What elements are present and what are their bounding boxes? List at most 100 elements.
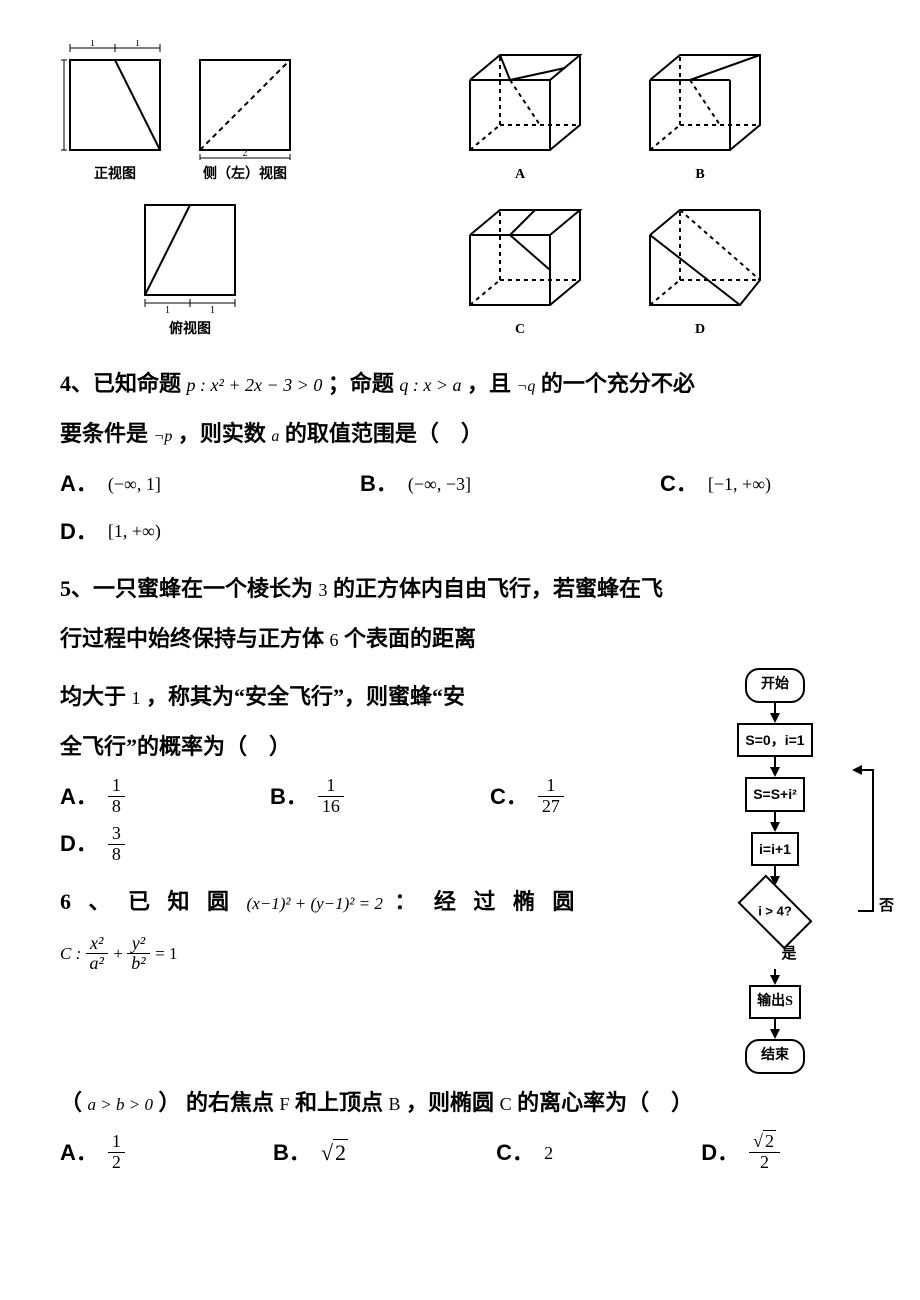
choice-tag: B． bbox=[360, 463, 398, 505]
front-view-svg: 1 1 2 bbox=[60, 40, 170, 160]
side-view: 2 侧（左）视图 bbox=[190, 40, 300, 189]
frac-d: 8 bbox=[108, 845, 125, 865]
q6-paren: （ bbox=[60, 1090, 82, 1115]
frac-d: a² bbox=[86, 954, 108, 974]
choice-sqrt: 2 bbox=[321, 1132, 348, 1174]
dim-label: 1 bbox=[135, 40, 140, 49]
choice-D: D． 2 2 bbox=[701, 1132, 780, 1174]
q6-line1: 6 、 已 知 圆 (x−1)² + (y−1)² = 2 ： 经 过 椭 圆 bbox=[60, 881, 674, 923]
choice-tag: A． bbox=[60, 776, 98, 818]
q6-paren: ） bbox=[158, 1090, 180, 1115]
choice-frac: 18 bbox=[108, 776, 125, 817]
choice-frac: 12 bbox=[108, 1132, 125, 1173]
q5-text: 个表面的距离 bbox=[344, 626, 476, 651]
side-view-label: 侧（左）视图 bbox=[203, 162, 287, 189]
sqrt-rad: 2 bbox=[763, 1130, 776, 1151]
cube-D: D bbox=[630, 195, 770, 344]
dim-label: 1 bbox=[165, 305, 170, 315]
q4-text: ，且 bbox=[467, 371, 511, 396]
fc-init: S=0，i=1 bbox=[737, 723, 812, 758]
fc-step1: S=S+i² bbox=[745, 777, 805, 812]
q6-circle: (x−1)² + (y−1)² = 2 bbox=[247, 894, 383, 913]
choice-tag: D． bbox=[701, 1132, 739, 1174]
q6-text: 和上顶点 bbox=[295, 1090, 383, 1115]
arrow-icon bbox=[770, 975, 780, 985]
frac-d: 2 bbox=[108, 1153, 125, 1173]
q6-F: F bbox=[280, 1094, 290, 1114]
q5-text: 的正方体内自由飞行，若蜜蜂在飞 bbox=[333, 576, 663, 601]
cube-label: D bbox=[695, 317, 705, 344]
frac-n: 1 bbox=[318, 776, 344, 797]
q5-n3: 3 bbox=[319, 580, 328, 600]
top-view-svg: 1 1 bbox=[135, 195, 245, 315]
q5-q6-wrap: 均大于 1 ，称其为“安全飞行”，则蜜蜂“安 全飞行”的概率为（ ） A．18 … bbox=[60, 668, 860, 1074]
arrow-icon bbox=[770, 1029, 780, 1039]
q6-ellipse-prefix: C : bbox=[60, 944, 86, 963]
choice-D: D． 38 bbox=[60, 823, 634, 865]
q5-line4: 全飞行”的概率为（ ） bbox=[60, 726, 674, 768]
choice-C: C．127 bbox=[490, 776, 564, 818]
q6-ellipse: C : x²a² + y²b² = 1 bbox=[60, 931, 674, 974]
choice-A: A．18 bbox=[60, 776, 230, 818]
frac-n: x² bbox=[86, 934, 108, 955]
q5-n1: 1 bbox=[132, 688, 141, 708]
sqrt-rad: 2 bbox=[333, 1139, 348, 1165]
top-view-label: 俯视图 bbox=[169, 317, 211, 344]
fc-step2: i=i+1 bbox=[751, 832, 799, 867]
choice-tag: D． bbox=[60, 511, 98, 553]
cube-svg bbox=[630, 40, 770, 160]
fc-output: 输出S bbox=[749, 985, 801, 1020]
choice-frac: 116 bbox=[318, 776, 344, 817]
q6-eq: = 1 bbox=[155, 944, 177, 963]
q4: 4、已知命题 p : x² + 2x − 3 > 0 ；命题 q : x > a… bbox=[60, 363, 860, 405]
choice-tag: C． bbox=[496, 1132, 534, 1174]
fc-start: 开始 bbox=[745, 668, 805, 703]
fc-end: 结束 bbox=[745, 1039, 805, 1074]
cube-options: A B bbox=[360, 40, 860, 343]
q5-n6: 6 bbox=[330, 630, 339, 650]
choice-frac: 127 bbox=[538, 776, 564, 817]
q4-num: 4、 bbox=[60, 371, 93, 396]
ellipse-frac1: x²a² bbox=[86, 934, 108, 975]
frac-d: 16 bbox=[318, 797, 344, 817]
cube-C: C bbox=[450, 195, 590, 344]
choice-B: B． 2 bbox=[273, 1132, 348, 1174]
figure-row: 1 1 2 正视图 2 侧（左）视图 bbox=[60, 40, 860, 343]
q4-negp: ¬p bbox=[154, 428, 173, 445]
choice-text: (−∞, 1] bbox=[108, 467, 161, 501]
ellipse-frac2: y²b² bbox=[127, 934, 149, 975]
frac-n: y² bbox=[127, 934, 149, 955]
q4-text: 的一个充分不必 bbox=[541, 371, 695, 396]
choice-text: 2 bbox=[544, 1136, 553, 1170]
q4-text: ；命题 bbox=[328, 371, 394, 396]
frac-d: 2 bbox=[749, 1153, 780, 1173]
cube-svg bbox=[450, 40, 590, 160]
dim-label: 1 bbox=[90, 40, 95, 49]
frac-n: 3 bbox=[108, 824, 125, 845]
q4-line2: 要条件是 ¬p ，则实数 a 的取值范围是（ ） bbox=[60, 413, 860, 455]
q4-negq: ¬q bbox=[517, 378, 536, 395]
q4-p-expr: p : x² + 2x − 3 > 0 bbox=[187, 375, 323, 395]
frac-d: 27 bbox=[538, 797, 564, 817]
q6-C: C bbox=[500, 1094, 512, 1114]
frac-n: 1 bbox=[538, 776, 564, 797]
cube-label: B bbox=[695, 162, 704, 189]
choice-tag: C． bbox=[660, 463, 698, 505]
choice-sqrtfrac: 2 2 bbox=[749, 1132, 780, 1173]
choice-tag: D． bbox=[60, 823, 98, 865]
front-view-label: 正视图 bbox=[94, 162, 136, 189]
choice-A: A． 12 bbox=[60, 1132, 125, 1174]
q5-text: 均大于 bbox=[60, 684, 126, 709]
q6-plus: + bbox=[113, 944, 127, 963]
frac-n: 1 bbox=[108, 1132, 125, 1153]
q5-text: 行过程中始终保持与正方体 bbox=[60, 626, 324, 651]
frac-n: 2 bbox=[749, 1132, 780, 1153]
top-view: 1 1 俯视图 bbox=[60, 195, 320, 344]
choice-C: C． 2 bbox=[496, 1132, 553, 1174]
choice-A: A．(−∞, 1] bbox=[60, 463, 320, 505]
flowchart: 开始 S=0，i=1 S=S+i² i=i+1 i > 4? 否 是 输出S bbox=[690, 668, 860, 1074]
q5-line3: 均大于 1 ，称其为“安全飞行”，则蜜蜂“安 bbox=[60, 676, 674, 718]
cube-svg bbox=[450, 195, 590, 315]
arrow-icon bbox=[770, 822, 780, 832]
front-view: 1 1 2 正视图 bbox=[60, 40, 170, 189]
